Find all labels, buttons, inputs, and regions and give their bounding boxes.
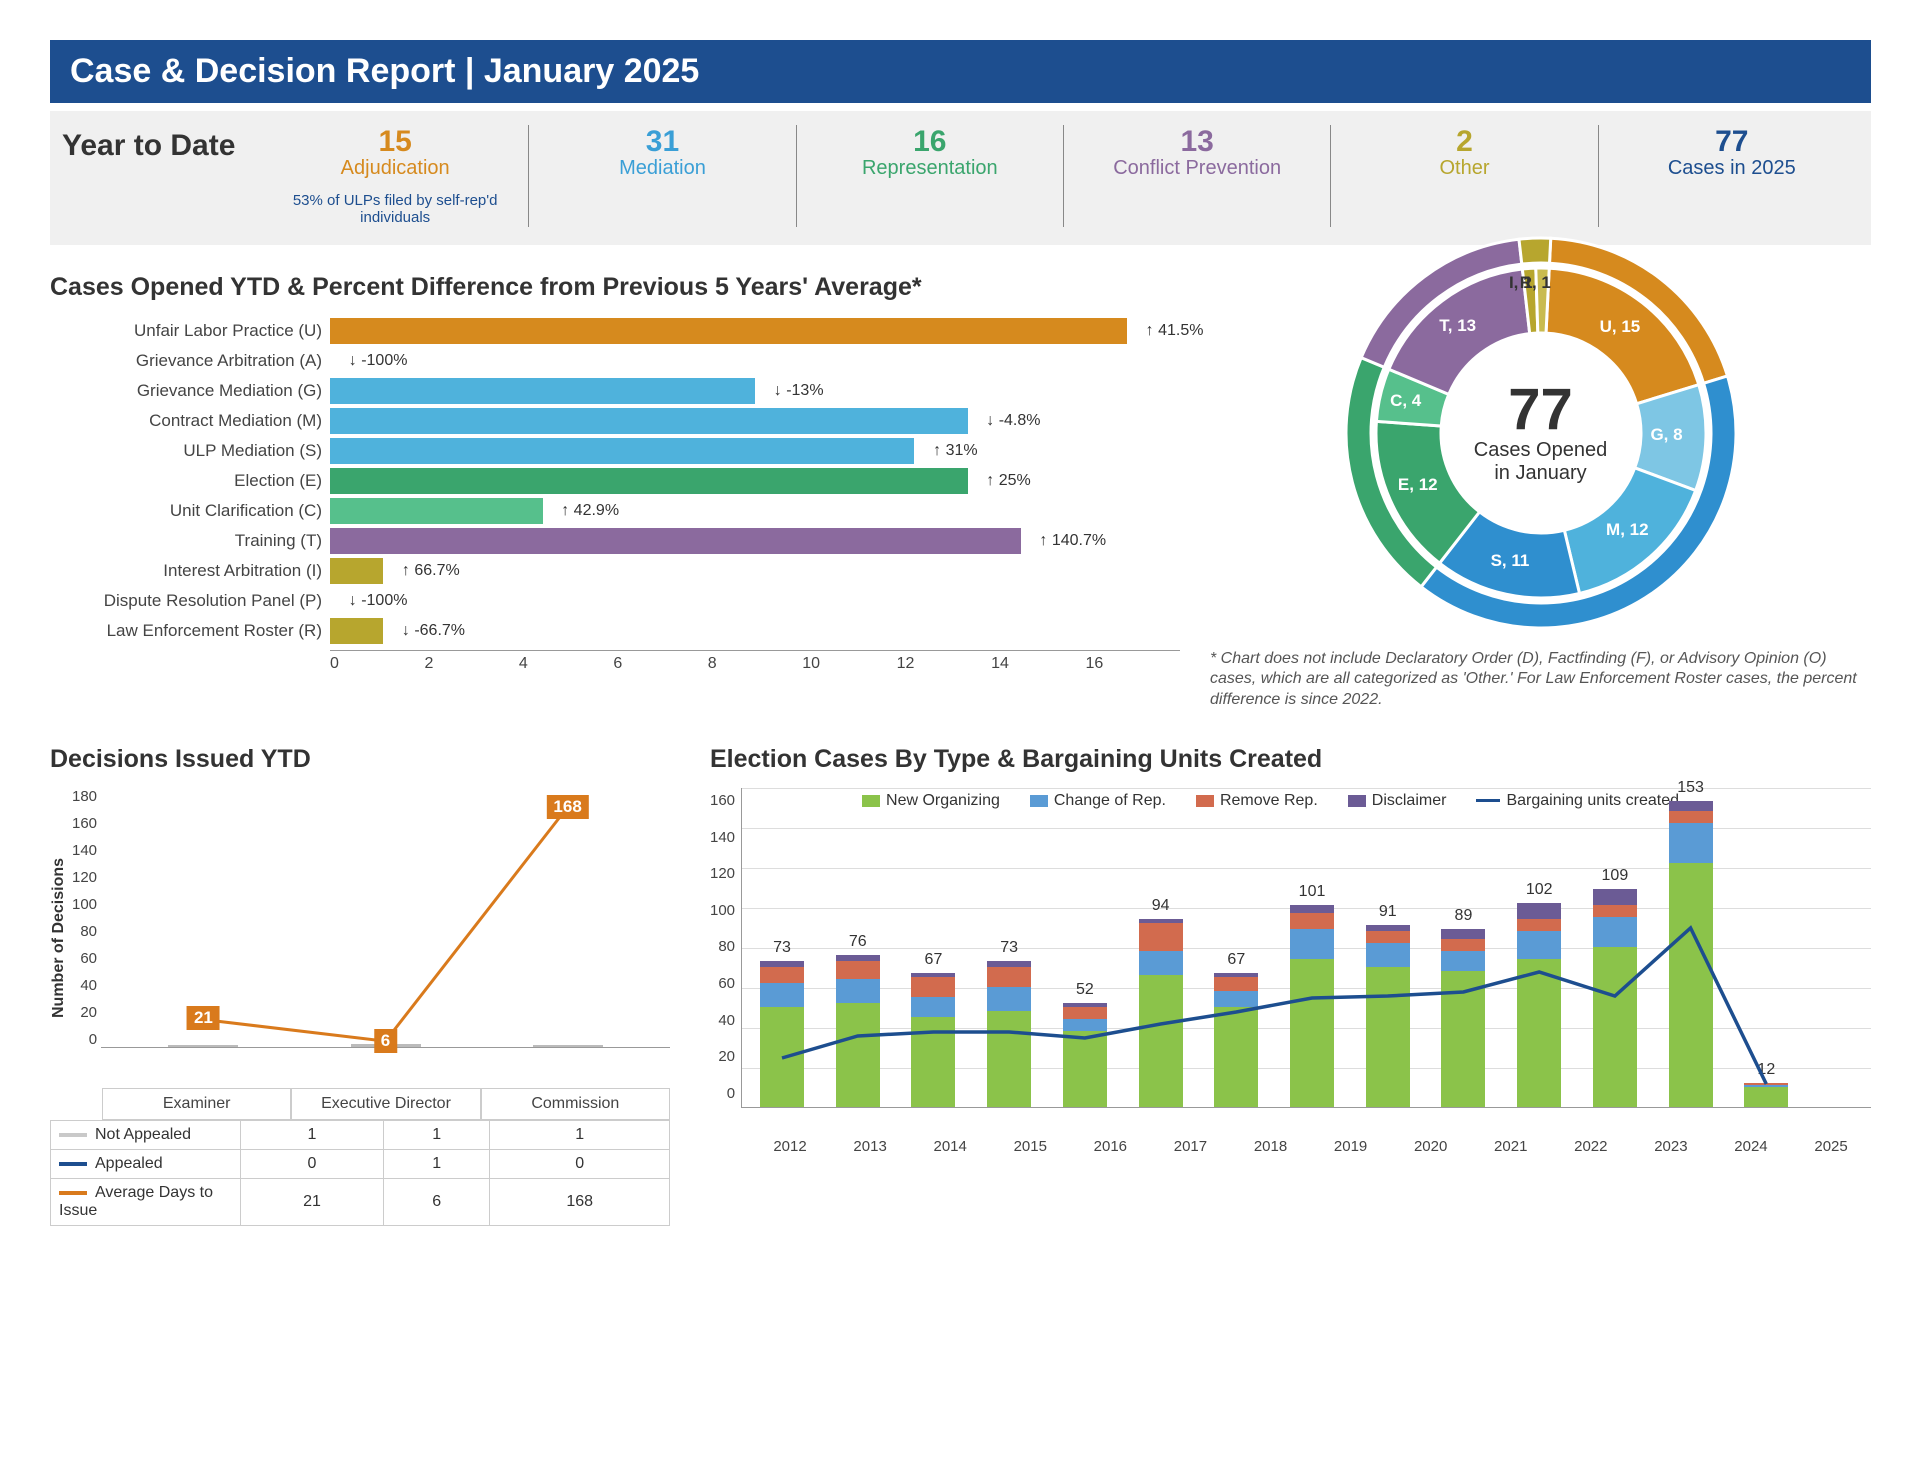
legend-item: Change of Rep.	[1030, 792, 1166, 810]
donut-slice-label: G, 8	[1650, 425, 1682, 445]
ytd-label: Year to Date	[62, 125, 262, 164]
donut-slice-label: R, 1	[1520, 273, 1551, 293]
legend-item: Remove Rep.	[1196, 792, 1318, 810]
decisions-yaxis-label: Number of Decisions	[50, 788, 68, 1088]
hbar-row: Training (T) ↑ 140.7%	[50, 526, 1180, 556]
donut-slice-label: E, 12	[1398, 475, 1438, 495]
hbar-row: Unit Clarification (C) ↑ 42.9%	[50, 496, 1180, 526]
election-chart: Election Cases By Type & Bargaining Unit…	[710, 745, 1871, 1226]
donut-center-line2: in January	[1474, 462, 1607, 485]
legend-item: Disclaimer	[1348, 792, 1447, 810]
hbar-row: Law Enforcement Roster (R) ↓ -66.7%	[50, 616, 1180, 646]
hbar-row: Election (E) ↑ 25%	[50, 466, 1180, 496]
hbar-row: Contract Mediation (M) ↓ -4.8%	[50, 406, 1180, 436]
donut-slice-label: C, 4	[1390, 391, 1421, 411]
decisions-title: Decisions Issued YTD	[50, 745, 670, 774]
donut-center-value: 77	[1474, 381, 1607, 439]
hbar-row: Grievance Mediation (G) ↓ -13%	[50, 376, 1180, 406]
ytd-item: 2 Other	[1330, 125, 1597, 227]
donut-center-line1: Cases Opened	[1474, 439, 1607, 462]
donut-slice-label: T, 13	[1439, 316, 1476, 336]
donut-slice-label: U, 15	[1600, 317, 1641, 337]
donut-slice-label: S, 11	[1491, 551, 1530, 571]
donut-slice-label: M, 12	[1606, 520, 1649, 540]
ytd-item: 31 Mediation	[528, 125, 795, 227]
legend-item: Bargaining units created	[1476, 792, 1679, 810]
donut-footnote: * Chart does not include Declaratory Ord…	[1210, 649, 1871, 711]
election-title: Election Cases By Type & Bargaining Unit…	[710, 745, 1871, 774]
hbar-row: ULP Mediation (S) ↑ 31%	[50, 436, 1180, 466]
hbar-chart: Cases Opened YTD & Percent Difference fr…	[50, 273, 1180, 711]
hbar-row: Grievance Arbitration (A) ↓ -100%	[50, 346, 1180, 376]
ytd-item: 13 Conflict Prevention	[1063, 125, 1330, 227]
hbar-title: Cases Opened YTD & Percent Difference fr…	[50, 273, 1180, 302]
hbar-row: Unfair Labor Practice (U) ↑ 41.5%	[50, 316, 1180, 346]
decisions-chart: Decisions Issued YTD Number of Decisions…	[50, 745, 670, 1226]
ytd-item: 77 Cases in 2025	[1598, 125, 1865, 227]
donut-chart: 77 Cases Opened in January U, 15 G, 8 M, 1…	[1210, 273, 1871, 711]
hbar-row: Dispute Resolution Panel (P) ↓ -100%	[50, 586, 1180, 616]
page-title: Case & Decision Report | January 2025	[50, 40, 1871, 103]
hbar-row: Interest Arbitration (I) ↑ 66.7%	[50, 556, 1180, 586]
legend-item: New Organizing	[862, 792, 1000, 810]
ytd-item: 16 Representation	[796, 125, 1063, 227]
ytd-item: 15 Adjudication 53% of ULPs filed by sel…	[262, 125, 528, 227]
